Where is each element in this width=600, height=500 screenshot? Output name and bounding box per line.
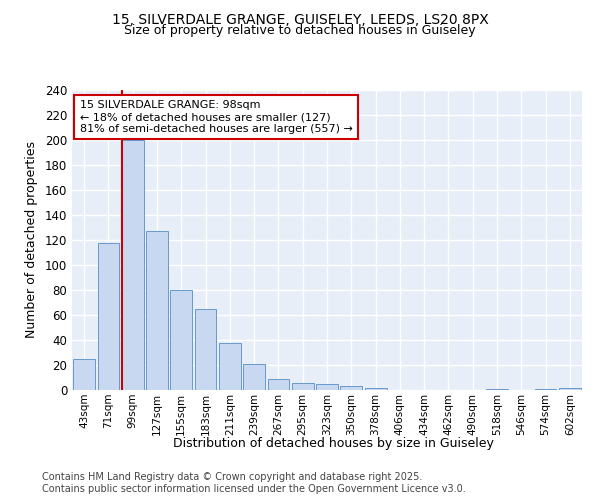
Bar — [486, 389, 508, 390]
Bar — [365, 388, 386, 390]
Bar — [292, 382, 314, 390]
Text: 15, SILVERDALE GRANGE, GUISELEY, LEEDS, LS20 8PX: 15, SILVERDALE GRANGE, GUISELEY, LEEDS, … — [112, 12, 488, 26]
Text: 15 SILVERDALE GRANGE: 98sqm
← 18% of detached houses are smaller (127)
81% of se: 15 SILVERDALE GRANGE: 98sqm ← 18% of det… — [80, 100, 353, 134]
Bar — [243, 364, 265, 390]
Bar — [268, 379, 289, 390]
Bar — [122, 140, 143, 390]
Text: Distribution of detached houses by size in Guiseley: Distribution of detached houses by size … — [173, 438, 493, 450]
Text: Contains HM Land Registry data © Crown copyright and database right 2025.: Contains HM Land Registry data © Crown c… — [42, 472, 422, 482]
Text: Size of property relative to detached houses in Guiseley: Size of property relative to detached ho… — [124, 24, 476, 37]
Bar — [340, 386, 362, 390]
Bar — [146, 231, 168, 390]
Bar — [97, 242, 119, 390]
Bar — [73, 359, 95, 390]
Text: Contains public sector information licensed under the Open Government Licence v3: Contains public sector information licen… — [42, 484, 466, 494]
Bar — [219, 342, 241, 390]
Bar — [316, 384, 338, 390]
Bar — [170, 290, 192, 390]
Bar — [535, 389, 556, 390]
Bar — [194, 308, 217, 390]
Y-axis label: Number of detached properties: Number of detached properties — [25, 142, 38, 338]
Bar — [559, 388, 581, 390]
